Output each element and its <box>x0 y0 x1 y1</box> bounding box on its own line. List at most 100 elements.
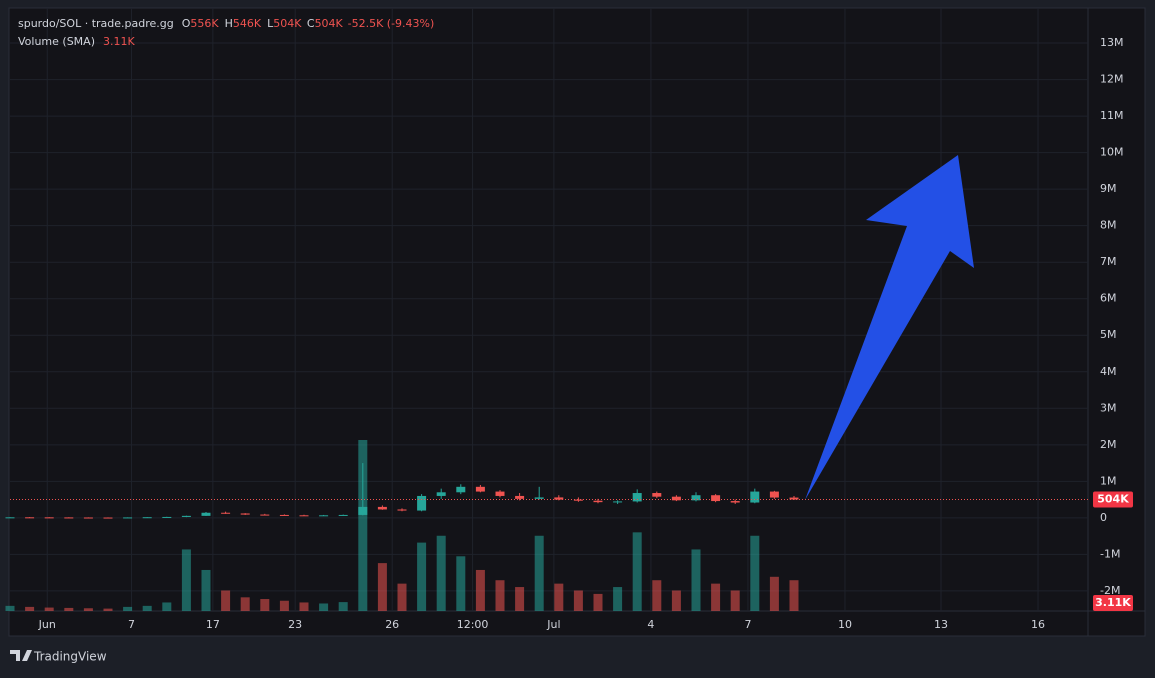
volume-legend: Volume (SMA) 3.11K <box>18 35 135 48</box>
volume-sma: 3.11K <box>103 35 135 48</box>
x-tick-label: 12:00 <box>457 618 489 631</box>
y-tick-label: 7M <box>1100 255 1117 268</box>
candle-body <box>44 517 54 519</box>
annotation-arrow <box>805 155 974 500</box>
volume-bar <box>711 583 721 611</box>
volume-bar <box>475 569 485 611</box>
candle-body <box>769 491 779 498</box>
candle-body <box>671 496 681 501</box>
volume-bar <box>593 593 603 611</box>
candle-body <box>554 497 564 500</box>
y-tick-label: 13M <box>1100 36 1124 49</box>
x-tick-label: 26 <box>385 618 399 631</box>
candle-body <box>397 509 407 511</box>
candle-body <box>573 499 583 501</box>
volume-bar <box>436 535 446 611</box>
candle-body <box>436 492 446 496</box>
candle-body <box>181 515 191 517</box>
y-tick-label: 9M <box>1100 182 1117 195</box>
candle-body <box>632 493 642 502</box>
candle-body <box>691 495 701 501</box>
symbol: spurdo/SOL · trade.padre.gg <box>18 17 174 30</box>
volume-bar <box>632 532 642 611</box>
grid <box>10 8 1088 611</box>
y-tick-label: 8M <box>1100 219 1117 232</box>
volume-bar <box>613 587 623 611</box>
y-tick-label: 11M <box>1100 109 1124 122</box>
volume-bar <box>573 590 583 611</box>
volume-bar <box>5 605 15 611</box>
volume-last-label: 3.11K <box>1095 596 1131 609</box>
low-label: L <box>267 17 274 30</box>
volume-bar <box>397 583 407 611</box>
x-tick-label: Jul <box>546 618 560 631</box>
close-value: 504K <box>315 17 344 30</box>
candle-body <box>299 515 309 517</box>
open-value: 556K <box>190 17 219 30</box>
candle-body <box>534 497 544 499</box>
candle-body <box>711 495 721 502</box>
volume-bar <box>64 607 74 611</box>
volume-bar <box>534 535 544 611</box>
volume-bar <box>181 549 191 611</box>
volume-bar <box>730 590 740 611</box>
volume-pane <box>5 440 799 611</box>
y-tick-label: 5M <box>1100 328 1117 341</box>
volume-bar <box>260 599 270 611</box>
candle-body <box>515 495 525 499</box>
y-tick-label: -1M <box>1100 547 1120 560</box>
candle-body <box>338 514 348 516</box>
candles <box>5 463 799 519</box>
candle-body <box>417 495 427 511</box>
volume-bar <box>162 602 172 611</box>
y-tick-label: 2M <box>1100 438 1117 451</box>
volume-bar <box>417 542 427 611</box>
volume-bar <box>44 607 54 611</box>
y-tick-label: -2M <box>1100 584 1120 597</box>
candle-body <box>83 517 93 519</box>
candle-body <box>613 501 623 503</box>
low-value: 504K <box>273 17 302 30</box>
volume-bar <box>142 605 152 611</box>
candle-body <box>162 516 172 518</box>
candle-body <box>240 513 250 515</box>
candle-body <box>260 514 270 516</box>
volume-bar <box>769 576 779 611</box>
volume-bar <box>789 580 799 611</box>
x-tick-label: 16 <box>1031 618 1045 631</box>
volume-bar <box>691 549 701 611</box>
chart-pane <box>8 7 1146 637</box>
volume-bar <box>358 440 368 611</box>
volume-bar <box>83 608 93 611</box>
volume-title: Volume (SMA) <box>18 35 95 48</box>
volume-bar <box>103 608 113 611</box>
candle-body <box>377 506 387 510</box>
volume-last-box <box>1093 595 1133 611</box>
candle-body <box>279 514 289 516</box>
candle-body <box>456 486 466 493</box>
volume-bar <box>221 590 231 611</box>
last-price-label: 504K <box>1097 492 1129 505</box>
candle-body <box>495 491 505 496</box>
volume-bar <box>495 580 505 611</box>
volume-bar <box>377 563 387 611</box>
volume-bar <box>338 602 348 611</box>
candle-body <box>5 517 15 519</box>
y-tick-label: 1M <box>1100 474 1117 487</box>
candle-body <box>652 493 662 497</box>
brand-logo <box>10 650 32 661</box>
volume-bar <box>515 587 525 611</box>
volume-bar <box>201 569 211 611</box>
volume-bar <box>652 580 662 611</box>
candle-body <box>358 506 368 515</box>
volume-bar <box>299 602 309 611</box>
candle-body <box>25 517 35 519</box>
volume-bar <box>123 606 133 611</box>
volume-bar <box>279 600 289 611</box>
x-tick-label: Jun <box>38 618 56 631</box>
candle-body <box>319 515 329 517</box>
y-tick-label: 6M <box>1100 292 1117 305</box>
volume-bar <box>750 535 760 611</box>
brand: TradingView <box>10 650 107 664</box>
